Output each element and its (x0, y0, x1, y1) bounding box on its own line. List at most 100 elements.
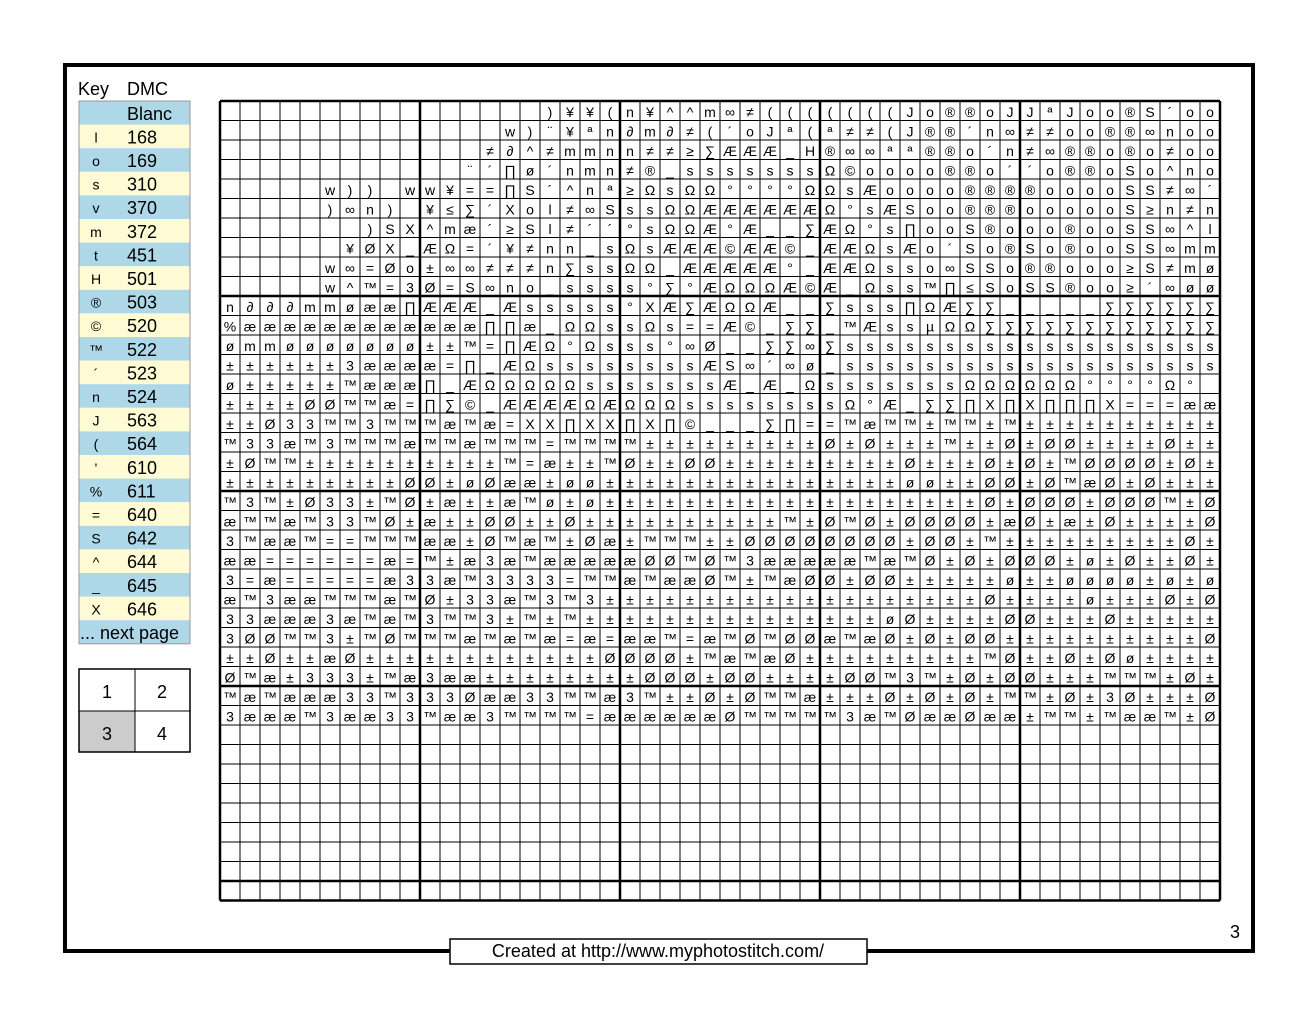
stitch-symbol: s (1207, 338, 1214, 354)
stitch-symbol: ± (1206, 533, 1214, 549)
stitch-symbol: o (1086, 182, 1094, 198)
stitch-symbol: æ (464, 318, 476, 334)
stitch-symbol: = (326, 552, 334, 568)
dmc-code: 646 (127, 599, 157, 619)
stitch-symbol: ± (606, 494, 614, 510)
stitch-symbol: ± (906, 591, 914, 607)
stitch-symbol: ± (606, 669, 614, 685)
stitch-symbol: ± (846, 689, 854, 705)
stitch-symbol: Ω (645, 318, 655, 334)
stitch-symbol: ø (1126, 650, 1135, 666)
stitch-symbol: Æ (663, 240, 677, 256)
stitch-symbol: ™ (1063, 455, 1077, 471)
stitch-symbol: ± (1206, 416, 1214, 432)
stitch-symbol: m (444, 221, 456, 237)
page-link[interactable]: 4 (157, 724, 167, 744)
stitch-symbol: ± (766, 513, 774, 529)
stitch-symbol: Æ (783, 279, 797, 295)
stitch-symbol: ™ (843, 630, 857, 646)
stitch-symbol: ≠ (686, 123, 694, 139)
stitch-symbol: ´ (488, 162, 493, 178)
stitch-symbol: s (1007, 357, 1014, 373)
stitch-symbol: n (1166, 123, 1174, 139)
stitch-symbol: s (607, 357, 614, 373)
stitch-symbol: ± (946, 689, 954, 705)
stitch-symbol: ± (1046, 455, 1054, 471)
stitch-symbol: ± (1106, 416, 1114, 432)
stitch-symbol: o (1006, 221, 1014, 237)
stitch-symbol: ± (446, 338, 454, 354)
stitch-symbol: Ø (725, 669, 736, 685)
stitch-symbol: æ (264, 533, 276, 549)
stitch-symbol: ® (1085, 162, 1096, 178)
stitch-symbol: æ (424, 533, 436, 549)
stitch-symbol: æ (284, 611, 296, 627)
stitch-symbol: Æ (443, 299, 457, 315)
stitch-symbol: ® (965, 182, 976, 198)
stitch-symbol: ( (788, 104, 793, 120)
stitch-symbol: ± (1026, 591, 1034, 607)
stitch-symbol: ± (826, 669, 834, 685)
stitch-symbol: ® (1065, 240, 1076, 256)
stitch-symbol: ± (1066, 552, 1074, 568)
stitch-symbol: m (304, 299, 316, 315)
key-symbol: t (94, 247, 98, 263)
stitch-symbol: ∑ (1085, 318, 1095, 334)
stitch-symbol: æ (464, 630, 476, 646)
stitch-symbol: _ (785, 221, 794, 237)
stitch-symbol: ≠ (1166, 182, 1174, 198)
stitch-symbol: o (526, 201, 534, 217)
stitch-symbol: s (1187, 357, 1194, 373)
stitch-symbol: S (1145, 221, 1154, 237)
key-header: Key (78, 79, 109, 99)
stitch-symbol: J (907, 123, 914, 139)
stitch-symbol: o (1046, 240, 1054, 256)
stitch-symbol: s (587, 260, 594, 276)
stitch-symbol: ^ (567, 182, 574, 198)
stitch-symbol: æ (464, 435, 476, 451)
key-symbol: v (93, 200, 100, 216)
stitch-symbol: ± (306, 377, 314, 393)
stitch-symbol: Ø (485, 533, 496, 549)
stitch-symbol: s (887, 279, 894, 295)
stitch-symbol: ± (826, 494, 834, 510)
stitch-symbol: ± (1046, 572, 1054, 588)
stitch-symbol: 3 (326, 630, 334, 646)
stitch-symbol: Ø (1145, 455, 1156, 471)
stitch-symbol: ™ (903, 552, 917, 568)
stitch-symbol: Æ (803, 201, 817, 217)
stitch-symbol: o (1106, 104, 1114, 120)
stitch-symbol: æ (444, 533, 456, 549)
stitch-symbol: ´ (948, 240, 953, 256)
stitch-symbol: o (1066, 182, 1074, 198)
stitch-symbol: ± (1126, 474, 1134, 490)
stitch-symbol: o (966, 143, 974, 159)
stitch-symbol: æ (344, 611, 356, 627)
stitch-symbol: ™ (983, 533, 997, 549)
stitch-symbol: s (667, 182, 674, 198)
stitch-symbol: ∑ (965, 299, 975, 315)
stitch-symbol: Ø (725, 708, 736, 724)
stitch-symbol: Æ (763, 240, 777, 256)
page-link[interactable]: 1 (102, 682, 112, 702)
stitch-symbol: n (566, 240, 574, 256)
stitch-symbol: ± (1086, 708, 1094, 724)
stitch-symbol: ∑ (1125, 299, 1135, 315)
stitch-symbol: ™ (543, 708, 557, 724)
stitch-symbol: Ø (925, 533, 936, 549)
stitch-symbol: o (886, 162, 894, 178)
stitch-symbol: ™ (583, 435, 597, 451)
stitch-symbol: Ø (1025, 455, 1036, 471)
stitch-symbol: ± (806, 474, 814, 490)
stitch-symbol: ± (1106, 630, 1114, 646)
stitch-symbol: Ø (745, 669, 756, 685)
stitch-symbol: Ø (645, 650, 656, 666)
stitch-symbol: ø (1086, 552, 1095, 568)
stitch-symbol: o (1106, 279, 1114, 295)
page-link[interactable]: 2 (157, 682, 167, 702)
stitch-symbol: Ø (1025, 494, 1036, 510)
stitch-symbol: Ω (745, 279, 755, 295)
page-link[interactable]: 3 (102, 724, 112, 744)
stitch-symbol: S (1145, 182, 1154, 198)
